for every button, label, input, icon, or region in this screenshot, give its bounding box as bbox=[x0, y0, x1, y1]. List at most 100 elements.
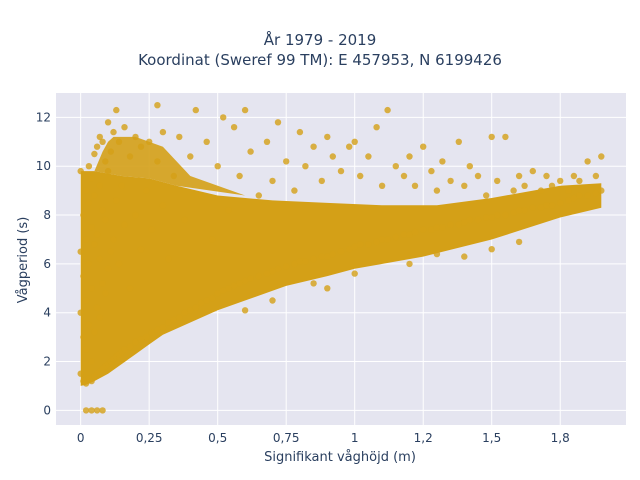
data-point bbox=[82, 297, 90, 304]
data-point bbox=[392, 233, 399, 241]
data-point bbox=[447, 221, 454, 228]
data-point bbox=[357, 172, 364, 180]
data-point bbox=[346, 246, 353, 253]
data-point bbox=[209, 236, 216, 243]
data-point bbox=[80, 211, 87, 219]
data-point bbox=[181, 309, 188, 316]
data-point bbox=[570, 172, 578, 180]
data-point bbox=[598, 153, 605, 160]
data-point bbox=[302, 163, 309, 170]
data-point bbox=[132, 211, 139, 219]
data-point bbox=[384, 106, 391, 114]
data-point bbox=[236, 172, 243, 180]
data-point bbox=[82, 407, 90, 414]
scatter-points bbox=[77, 102, 605, 414]
data-point bbox=[187, 307, 194, 314]
data-point bbox=[428, 167, 435, 175]
data-point bbox=[165, 255, 172, 263]
data-point bbox=[91, 329, 98, 336]
data-point bbox=[176, 314, 183, 321]
data-point bbox=[77, 309, 84, 316]
data-point bbox=[576, 177, 583, 185]
data-point bbox=[548, 202, 556, 209]
data-point bbox=[104, 167, 112, 175]
data-point bbox=[255, 272, 262, 280]
data-point bbox=[346, 143, 353, 150]
data-point bbox=[351, 138, 358, 145]
data-point bbox=[455, 138, 462, 145]
data-point bbox=[102, 158, 109, 165]
data-point bbox=[329, 153, 336, 160]
data-point bbox=[170, 172, 177, 180]
data-point bbox=[521, 182, 528, 189]
data-point bbox=[274, 265, 282, 272]
data-point bbox=[165, 319, 172, 326]
data-point bbox=[537, 204, 545, 211]
data-point bbox=[96, 182, 104, 189]
data-point bbox=[93, 407, 101, 414]
data-point bbox=[148, 226, 156, 233]
data-point bbox=[488, 246, 495, 253]
data-point bbox=[170, 316, 177, 324]
data-point bbox=[461, 219, 468, 226]
data-point bbox=[113, 106, 120, 114]
data-point bbox=[203, 297, 210, 304]
data-point bbox=[302, 258, 309, 265]
data-point bbox=[269, 297, 276, 304]
data-point bbox=[198, 192, 205, 199]
x-tick-label: 0,75 bbox=[273, 431, 300, 445]
data-point bbox=[154, 102, 161, 109]
data-point bbox=[337, 167, 345, 175]
data-point bbox=[159, 324, 167, 331]
data-point bbox=[225, 285, 232, 292]
y-tick-label: 2 bbox=[43, 355, 51, 369]
data-point bbox=[351, 243, 358, 250]
data-point bbox=[324, 253, 331, 260]
point-cloud bbox=[80, 136, 602, 386]
data-point bbox=[515, 238, 523, 246]
data-point bbox=[283, 263, 290, 270]
data-point bbox=[137, 246, 145, 253]
data-point bbox=[82, 380, 90, 387]
data-point bbox=[378, 236, 386, 243]
chart-title-line2: Koordinat (Sweref 99 TM): E 457953, N 61… bbox=[138, 51, 502, 69]
data-point bbox=[318, 177, 325, 185]
data-point bbox=[428, 226, 435, 233]
data-point bbox=[324, 285, 331, 292]
data-point bbox=[93, 304, 101, 311]
dense-point-cloud bbox=[80, 171, 602, 386]
data-point bbox=[247, 148, 254, 155]
x-tick-label: 1,2 bbox=[414, 431, 433, 445]
data-point bbox=[548, 182, 556, 189]
data-point bbox=[378, 182, 386, 189]
data-point bbox=[77, 370, 84, 377]
data-point bbox=[447, 177, 454, 185]
data-point bbox=[474, 216, 482, 224]
data-point bbox=[310, 143, 317, 150]
data-point bbox=[576, 192, 583, 199]
data-point bbox=[584, 192, 591, 199]
data-point bbox=[241, 307, 249, 314]
data-point bbox=[220, 114, 227, 121]
y-tick-label: 4 bbox=[43, 306, 51, 320]
data-point bbox=[99, 138, 106, 145]
data-point bbox=[373, 124, 380, 131]
data-point bbox=[85, 321, 93, 329]
data-point bbox=[584, 158, 591, 165]
data-point bbox=[557, 177, 564, 185]
data-point bbox=[99, 280, 106, 287]
data-point bbox=[93, 231, 101, 238]
data-point bbox=[406, 231, 413, 238]
data-point bbox=[132, 338, 139, 346]
data-point bbox=[291, 260, 298, 268]
data-point bbox=[154, 158, 161, 165]
data-point bbox=[365, 153, 372, 160]
data-point bbox=[85, 199, 93, 207]
data-point bbox=[400, 231, 408, 238]
data-point bbox=[515, 207, 523, 214]
data-point bbox=[291, 187, 298, 194]
data-point bbox=[143, 333, 150, 341]
data-point bbox=[247, 275, 254, 282]
data-point bbox=[115, 138, 123, 145]
